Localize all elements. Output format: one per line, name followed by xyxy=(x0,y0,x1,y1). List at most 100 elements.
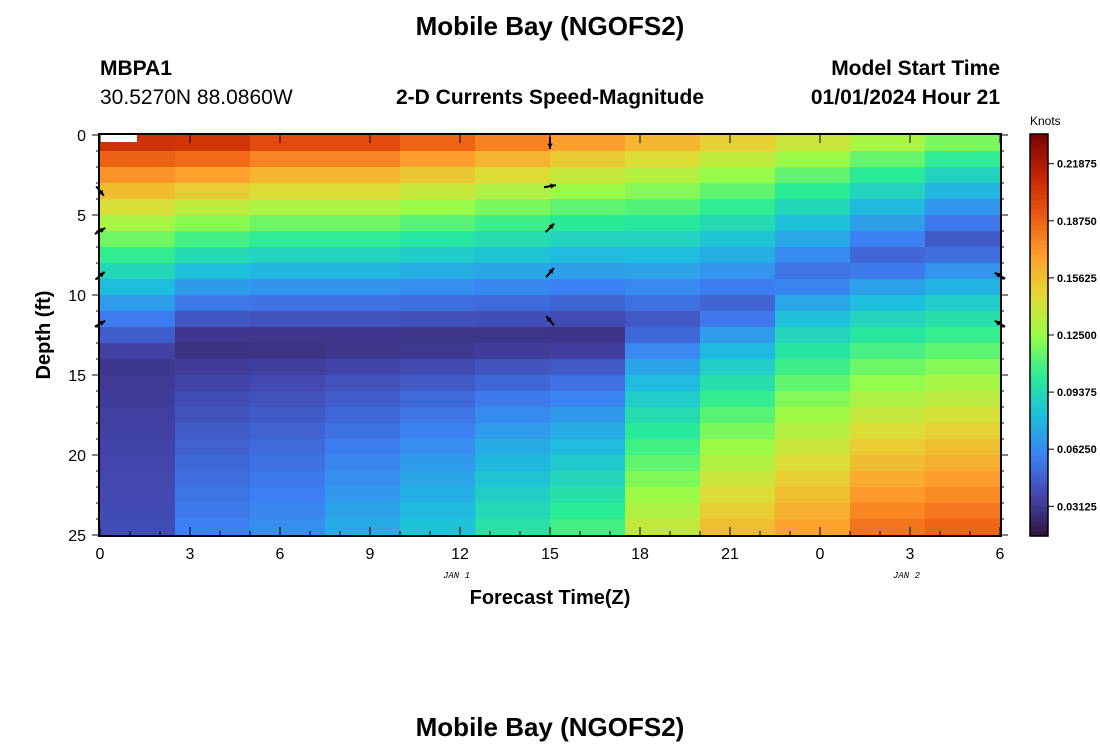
colorbar-segment xyxy=(1030,445,1048,452)
heatmap-cell xyxy=(250,487,326,504)
day-label-jan-2: JAN 2 xyxy=(893,571,921,581)
heatmap-cell xyxy=(700,391,776,408)
colorbar-segment xyxy=(1030,314,1048,321)
colorbar-segment xyxy=(1030,460,1048,467)
heatmap-cell xyxy=(775,183,851,200)
y-axis-label: Depth (ft) xyxy=(33,291,55,380)
heatmap-cell xyxy=(400,359,476,376)
heatmap-cell xyxy=(625,327,701,344)
heatmap-cell xyxy=(250,375,326,392)
heatmap-cell xyxy=(250,263,326,280)
heatmap-cell xyxy=(475,519,551,536)
heatmap-cell xyxy=(475,135,551,152)
heatmap-cell xyxy=(100,231,176,248)
heatmap-cell xyxy=(100,199,176,216)
heatmap-cell xyxy=(250,167,326,184)
heatmap-cell xyxy=(475,263,551,280)
heatmap-cell xyxy=(325,167,401,184)
heatmap-cell xyxy=(775,439,851,456)
colorbar-segment xyxy=(1030,530,1048,537)
colorbar-segment xyxy=(1030,430,1048,437)
heatmap-cell xyxy=(625,279,701,296)
heatmap-cell xyxy=(400,311,476,328)
colorbar-segment xyxy=(1030,480,1048,487)
current-vector-arrow xyxy=(545,315,555,326)
heatmap-cell xyxy=(925,503,1001,520)
colorbar-segment xyxy=(1030,350,1048,356)
heatmap-cell xyxy=(325,247,401,264)
heatmap-cell xyxy=(325,279,401,296)
heatmap-cell xyxy=(175,423,251,440)
colorbar-segment xyxy=(1030,234,1048,241)
heatmap-cell xyxy=(475,327,551,344)
colorbar-segment xyxy=(1030,249,1048,256)
heatmap-cell xyxy=(475,407,551,424)
heatmap-cell xyxy=(175,183,251,200)
heatmap-cell xyxy=(700,375,776,392)
heatmap-cell xyxy=(325,135,401,152)
colorbar-segment xyxy=(1030,335,1048,341)
heatmap-cell xyxy=(925,375,1001,392)
colorbar: 0.03125 0.06250 0.09375 0.12500 0.15625 0.187… xyxy=(1029,133,1097,537)
page-title: Mobile Bay (NGOFS2) xyxy=(415,11,685,41)
heatmap-cell xyxy=(700,439,776,456)
heatmap-cell xyxy=(175,135,251,152)
heatmap-cell xyxy=(175,343,251,360)
colorbar-segment xyxy=(1030,154,1048,160)
heatmap-cell xyxy=(625,215,701,232)
heatmap-cell xyxy=(175,391,251,408)
heatmap-cell xyxy=(775,487,851,504)
colorbar-segment xyxy=(1030,435,1048,442)
heatmap-cell xyxy=(625,439,701,456)
heatmap-cell xyxy=(325,263,401,280)
heatmap-cell xyxy=(625,455,701,472)
heatmap-cell xyxy=(850,471,926,488)
heatmap-cell xyxy=(850,391,926,408)
station-coordinates: 30.5270N 88.0860W xyxy=(100,86,293,109)
heatmap-cell xyxy=(400,519,476,536)
colorbar-segment xyxy=(1030,194,1048,200)
heatmap-cell xyxy=(775,199,851,216)
heatmap-cell xyxy=(250,503,326,520)
colorbar-segment xyxy=(1030,159,1048,165)
x-tick-label: 0 xyxy=(816,546,825,563)
heatmap-cell xyxy=(550,151,626,168)
heatmap-cell xyxy=(250,295,326,312)
heatmap-cell xyxy=(550,199,626,216)
heatmap-cell xyxy=(775,455,851,472)
heatmap-cell xyxy=(400,199,476,216)
heatmap-cell xyxy=(475,199,551,216)
colorbar-segment xyxy=(1030,264,1048,271)
heatmap-cell xyxy=(925,279,1001,296)
heatmap-cell xyxy=(700,167,776,184)
colorbar-tick-label: 0.09375 xyxy=(1057,387,1097,399)
heatmap-cell xyxy=(850,311,926,328)
heatmap-cell xyxy=(700,327,776,344)
heatmap-cell xyxy=(625,151,701,168)
heatmap-cell xyxy=(625,295,701,312)
heatmap-cell xyxy=(925,151,1001,168)
x-axis-label: Forecast Time(Z) xyxy=(470,587,631,609)
x-tick-label: 3 xyxy=(906,546,915,563)
heatmap-cell xyxy=(625,503,701,520)
heatmap-cell xyxy=(175,295,251,312)
heatmap-cell xyxy=(850,215,926,232)
colorbar-segment xyxy=(1030,309,1048,316)
heatmap-cell xyxy=(550,471,626,488)
colorbar-segment xyxy=(1030,455,1048,462)
heatmap-cell xyxy=(400,167,476,184)
heatmap-cell xyxy=(700,199,776,216)
heatmap-cell xyxy=(250,519,326,536)
heatmap-cell xyxy=(325,295,401,312)
heatmap-cells xyxy=(100,135,1001,536)
y-tick-label: 10 xyxy=(68,288,86,305)
heatmap-cell xyxy=(850,519,926,536)
x-tick-label: 12 xyxy=(451,546,469,563)
heatmap-cell xyxy=(325,439,401,456)
heatmap-cell xyxy=(925,455,1001,472)
colorbar-segment xyxy=(1030,450,1048,457)
heatmap-cell xyxy=(400,263,476,280)
heatmap-cell xyxy=(250,135,326,152)
heatmap-cell xyxy=(250,327,326,344)
heatmap-cell xyxy=(325,503,401,520)
